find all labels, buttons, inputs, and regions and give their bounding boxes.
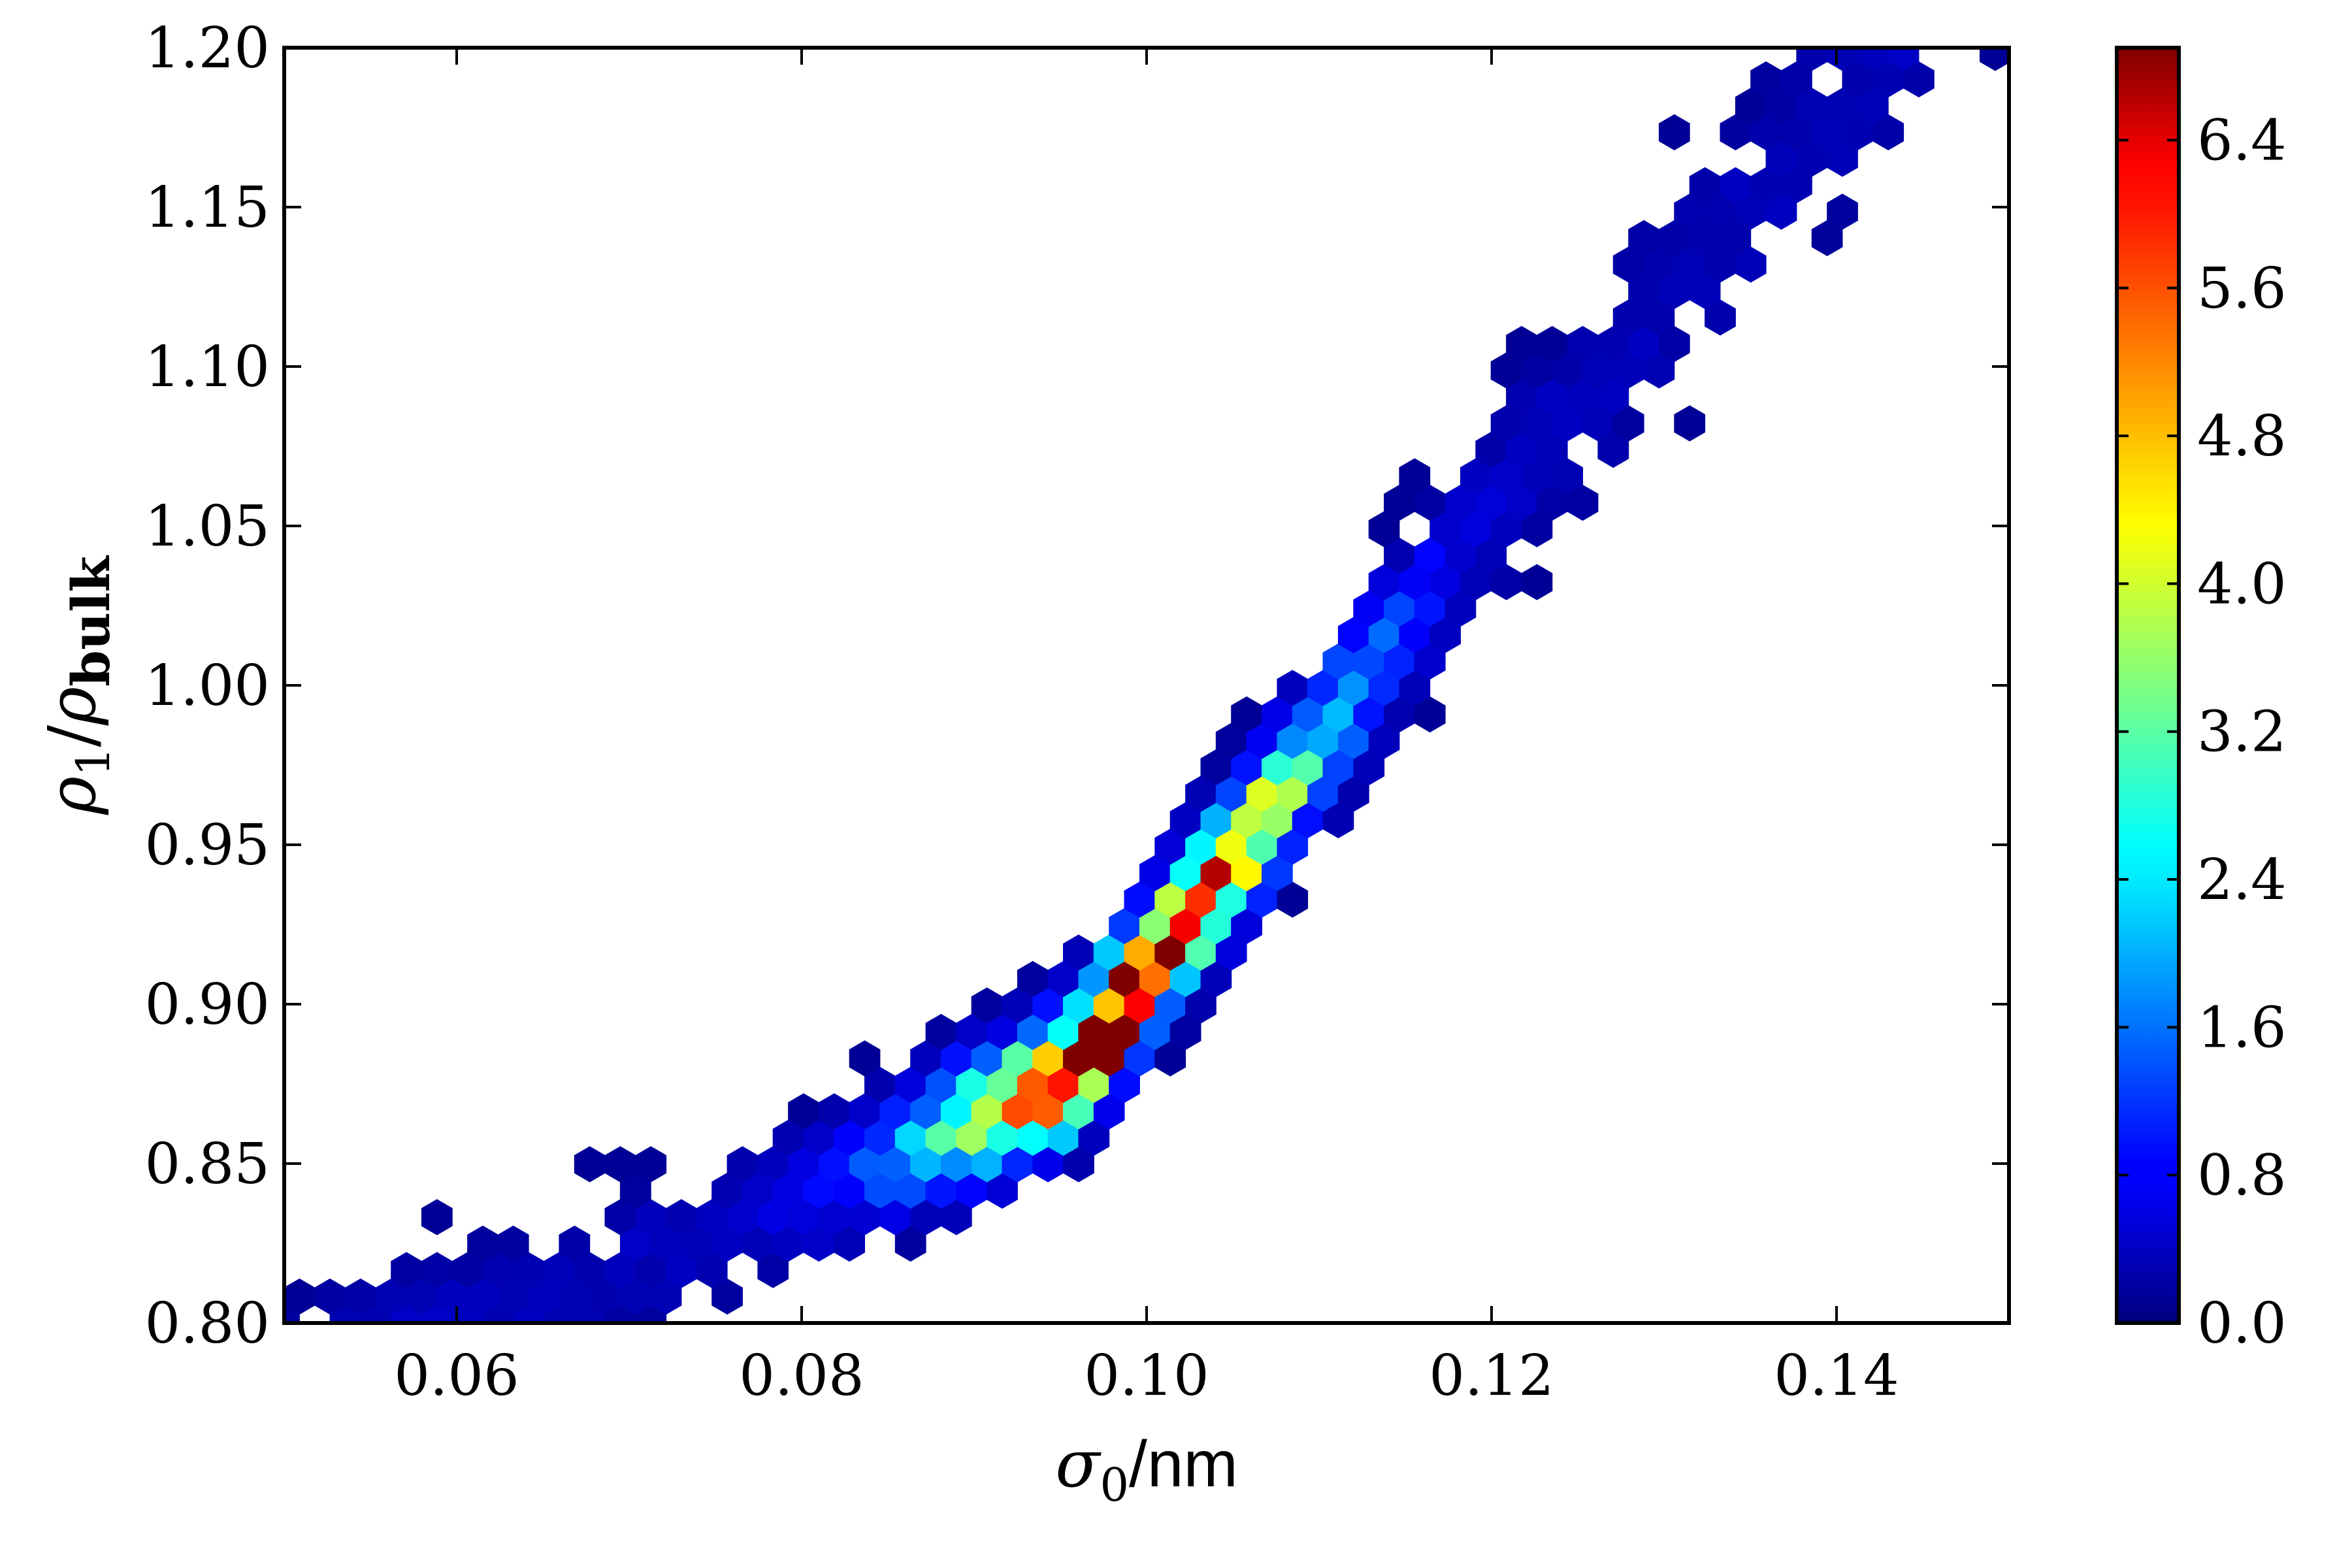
colorbar-tick-label: 4.8 [2197,404,2287,469]
hex-cell [1827,193,1858,230]
hex-cell [1658,114,1690,151]
x-tick-label: 0.12 [1429,1343,1554,1409]
hex-cell [574,1146,606,1183]
x-axis: 0.06 0.08 0.10 0.12 0.14 [394,48,1899,1409]
colorbar-tick-label: 0.0 [2197,1291,2287,1356]
hex-cell [421,1199,453,1235]
x-axis-label-unit: /nm [1129,1428,1238,1501]
x-tick-label: 0.10 [1084,1343,1209,1409]
y-tick-label: 1.05 [145,494,270,559]
y-tick-label: 1.15 [145,175,270,240]
colorbar-tick-label: 1.6 [2197,995,2287,1060]
hex-cell [1980,48,2009,71]
colorbar-tick-label: 6.4 [2197,108,2287,173]
x-axis-label-sub: 0 [1100,1458,1130,1512]
y-axis-label: ρ1/ρbulk [34,555,122,815]
y-tick-label: 0.95 [145,813,270,878]
y-axis-label-num-sub: 1 [67,747,120,777]
hex-cell [849,1040,881,1077]
y-axis-label-slash: / [34,725,110,747]
y-axis-label-num: ρ [34,776,110,815]
y-tick-label: 0.80 [145,1291,270,1356]
x-tick-label: 0.08 [739,1343,864,1409]
y-tick-label: 0.90 [145,972,270,1037]
hex-cell [497,1225,529,1262]
x-axis-label: σ0/nm [1055,1426,1238,1512]
y-tick-label: 0.85 [145,1132,270,1197]
y-axis: 0.80 0.85 0.90 0.95 1.00 1.05 1.10 1.15 1.20 [145,16,2009,1356]
hex-cell [1674,405,1706,442]
colorbar [2115,46,2181,1325]
x-tick-label: 0.14 [1774,1343,1899,1409]
colorbar-ticks: 0.0 0.8 1.6 2.4 3.2 4.0 4.8 5.6 6.4 [2117,108,2287,1356]
x-axis-label-var: σ [1055,1426,1102,1502]
y-tick-label: 1.20 [145,16,270,81]
hex-cell [1399,458,1431,495]
hex-cell [1857,48,1889,71]
colorbar-tick-label: 2.4 [2197,847,2287,913]
hex-cell [559,1225,591,1262]
hex-cell [1887,48,1919,71]
y-axis-label-den: ρ [34,687,110,726]
x-tick-label: 0.06 [394,1343,519,1409]
hexbin-cells [284,48,2009,1323]
y-tick-label: 1.00 [145,653,270,719]
y-axis-label-den-sub: bulk [60,555,122,687]
colorbar-tick-label: 3.2 [2197,700,2287,765]
hex-cell [635,1146,667,1183]
colorbar-tick-label: 4.0 [2197,551,2287,617]
colorbar-tick-label: 0.8 [2197,1143,2287,1209]
hex-cell [1796,48,1828,71]
hex-cell [1827,48,1858,71]
hex-cell [1521,564,1553,600]
y-tick-label: 1.10 [145,335,270,400]
colorbar-tick-label: 5.6 [2197,256,2287,321]
